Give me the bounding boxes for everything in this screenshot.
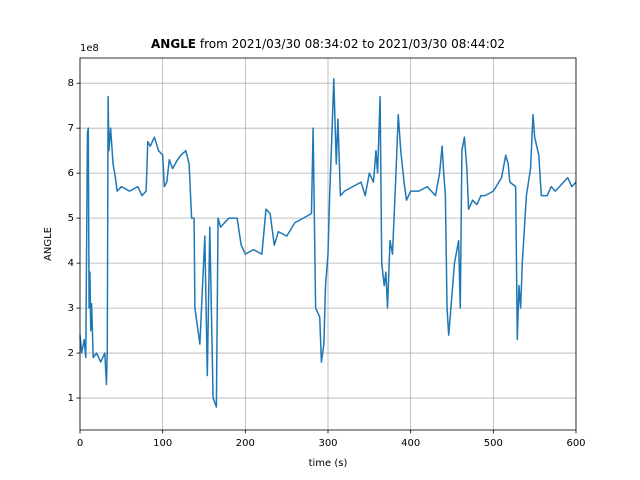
x-tick-label: 400: [401, 438, 420, 449]
y-tick-label: 3: [68, 303, 74, 314]
title-bold: ANGLE: [151, 37, 196, 51]
data-line: [79, 77, 577, 408]
y-axis-label: ANGLE: [43, 227, 54, 261]
x-tick-label: 0: [77, 438, 83, 449]
x-tick-label: 300: [318, 438, 337, 449]
y-tick-label: 5: [68, 213, 74, 224]
x-tick-label: 600: [566, 438, 585, 449]
plot-frame: [79, 57, 577, 431]
chart-title: ANGLE from 2021/03/30 08:34:02 to 2021/0…: [151, 37, 505, 51]
y-tick-label: 7: [68, 123, 74, 134]
x-axis-label: time (s): [309, 458, 348, 469]
y-tick-label: 6: [68, 168, 74, 179]
x-tick-label: 100: [153, 438, 172, 449]
title-rest: from 2021/03/30 08:34:02 to 2021/03/30 0…: [200, 37, 505, 51]
y-tick-label: 8: [68, 78, 74, 89]
x-tick-label: 200: [236, 438, 255, 449]
y-tick-label: 1: [68, 393, 74, 404]
y-tick-label: 2: [68, 348, 74, 359]
offset-label: 1e8: [80, 43, 99, 54]
y-tick-label: 4: [68, 258, 74, 269]
x-tick-label: 500: [484, 438, 503, 449]
